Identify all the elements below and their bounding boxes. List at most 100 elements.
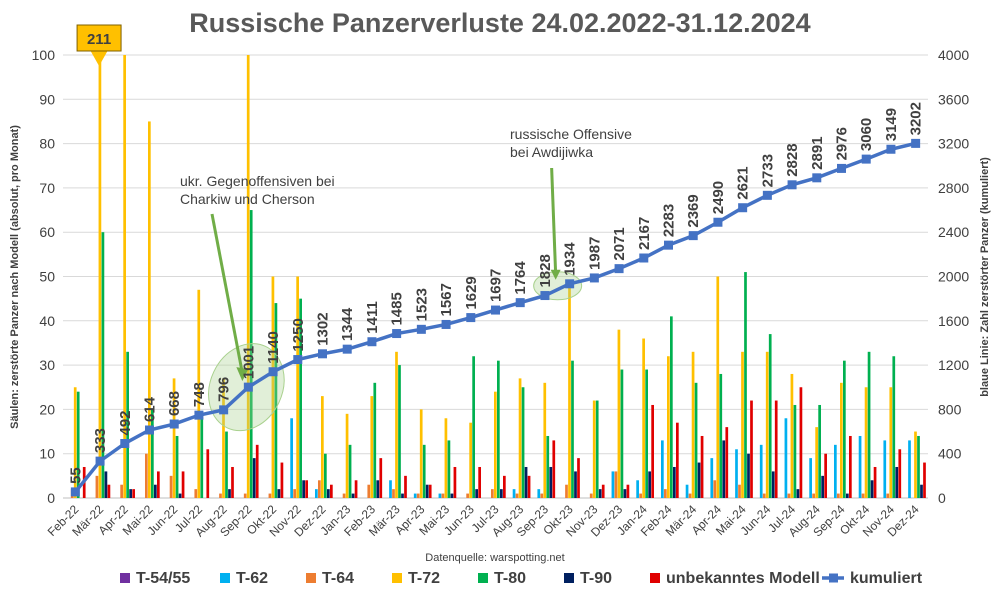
bar bbox=[518, 378, 522, 498]
bar bbox=[663, 489, 667, 498]
cumulative-marker bbox=[589, 273, 599, 283]
bar bbox=[438, 493, 442, 498]
legend-swatch bbox=[120, 573, 130, 583]
peak-label: 211 bbox=[76, 24, 122, 66]
cumulative-marker bbox=[318, 349, 327, 359]
cumulative-marker bbox=[515, 298, 525, 308]
bar bbox=[416, 493, 420, 498]
legend-swatch bbox=[220, 573, 230, 583]
cumulative-label: 1697 bbox=[488, 269, 505, 302]
bar bbox=[719, 373, 723, 498]
bar bbox=[768, 334, 772, 498]
cumulative-label: 1567 bbox=[438, 283, 455, 316]
bar bbox=[694, 382, 698, 498]
bar bbox=[293, 489, 296, 498]
bar bbox=[154, 484, 157, 498]
bar bbox=[157, 471, 160, 498]
bar bbox=[914, 431, 917, 498]
bar bbox=[920, 484, 923, 498]
bar bbox=[617, 329, 621, 498]
bar bbox=[524, 466, 528, 498]
cumulative-marker bbox=[95, 456, 105, 466]
bar bbox=[206, 449, 210, 498]
legend-swatch bbox=[564, 573, 574, 583]
bar bbox=[104, 471, 108, 498]
cumulative-marker bbox=[367, 337, 377, 347]
cumulative-label: 2490 bbox=[710, 181, 727, 214]
annotation-text: ukr. Gegenoffensiven bei bbox=[180, 173, 335, 189]
y-tick-right: 0 bbox=[938, 490, 946, 506]
bar bbox=[784, 418, 788, 498]
bar bbox=[651, 404, 654, 498]
y-tick-right: 1200 bbox=[938, 357, 969, 373]
bar bbox=[571, 360, 574, 498]
bar bbox=[642, 338, 645, 498]
cumulative-marker bbox=[120, 439, 130, 449]
bar bbox=[864, 387, 868, 498]
bar bbox=[428, 484, 432, 498]
bar bbox=[796, 489, 800, 498]
bar bbox=[592, 400, 596, 498]
bar bbox=[549, 466, 553, 498]
bar bbox=[527, 475, 531, 498]
bar bbox=[348, 444, 352, 498]
bar bbox=[225, 431, 228, 498]
bar bbox=[515, 493, 519, 498]
cumulative-marker bbox=[664, 240, 673, 250]
cumulative-label: 1934 bbox=[562, 242, 579, 276]
bar bbox=[568, 285, 571, 498]
cumulative-label: 2369 bbox=[685, 194, 702, 227]
bar bbox=[691, 351, 695, 498]
bar bbox=[373, 382, 377, 498]
y-tick-left: 100 bbox=[32, 47, 56, 63]
legend-label: T-62 bbox=[236, 570, 268, 587]
bar bbox=[126, 351, 129, 498]
bar bbox=[799, 387, 803, 498]
y-tick-left: 70 bbox=[39, 180, 55, 196]
bar bbox=[598, 489, 602, 498]
bar bbox=[685, 484, 689, 498]
bar bbox=[493, 391, 497, 498]
bar bbox=[413, 493, 417, 498]
cumulative-marker bbox=[70, 487, 80, 497]
cumulative-label: 2733 bbox=[759, 154, 776, 187]
peak-box bbox=[76, 24, 122, 52]
y-tick-left: 40 bbox=[39, 313, 55, 329]
bar bbox=[666, 356, 670, 498]
cumulative-label: 1828 bbox=[537, 254, 554, 287]
bar bbox=[274, 303, 278, 498]
bar bbox=[589, 493, 593, 498]
bar bbox=[441, 493, 445, 498]
bar bbox=[688, 493, 692, 498]
bar bbox=[747, 453, 750, 498]
annotation-arrow bbox=[210, 213, 244, 374]
annotation-arrowhead bbox=[236, 367, 249, 382]
bar bbox=[252, 458, 256, 498]
bar bbox=[345, 413, 349, 498]
annotation-text: russische Offensive bbox=[510, 126, 632, 142]
cumulative-label: 2828 bbox=[784, 143, 801, 176]
bar bbox=[169, 475, 173, 498]
cumulative-label: 3202 bbox=[908, 102, 925, 135]
cumulative-label: 1987 bbox=[586, 237, 603, 270]
bar bbox=[200, 418, 204, 498]
bar bbox=[425, 484, 429, 498]
bar bbox=[895, 466, 899, 498]
cumulative-marker bbox=[466, 313, 476, 323]
y-tick-right: 2000 bbox=[938, 269, 969, 285]
bar bbox=[219, 493, 222, 498]
cumulative-marker bbox=[911, 138, 921, 148]
bar bbox=[475, 489, 478, 498]
bar bbox=[725, 427, 729, 498]
cumulative-marker bbox=[219, 405, 229, 415]
bar bbox=[280, 462, 284, 498]
cumulative-label: 1629 bbox=[463, 276, 480, 309]
bar bbox=[676, 422, 679, 498]
bar bbox=[639, 493, 642, 498]
legend-label: T-80 bbox=[494, 570, 526, 587]
legend-label: kumuliert bbox=[850, 570, 923, 587]
bar bbox=[809, 458, 812, 498]
bar bbox=[197, 289, 201, 498]
bar bbox=[422, 444, 426, 498]
